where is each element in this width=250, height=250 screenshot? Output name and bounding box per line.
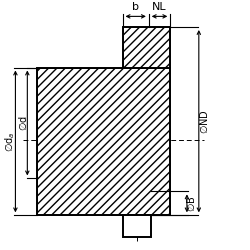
Text: NL: NL bbox=[152, 2, 167, 12]
Text: $\emptyset$B: $\emptyset$B bbox=[185, 195, 197, 212]
Polygon shape bbox=[122, 215, 151, 237]
Polygon shape bbox=[122, 27, 170, 68]
Text: $\emptyset$d$_a$: $\emptyset$d$_a$ bbox=[3, 131, 17, 152]
Text: $\emptyset$d: $\emptyset$d bbox=[17, 115, 29, 131]
Polygon shape bbox=[37, 68, 170, 215]
Text: $\emptyset$ND: $\emptyset$ND bbox=[198, 109, 209, 134]
Text: b: b bbox=[132, 2, 139, 12]
